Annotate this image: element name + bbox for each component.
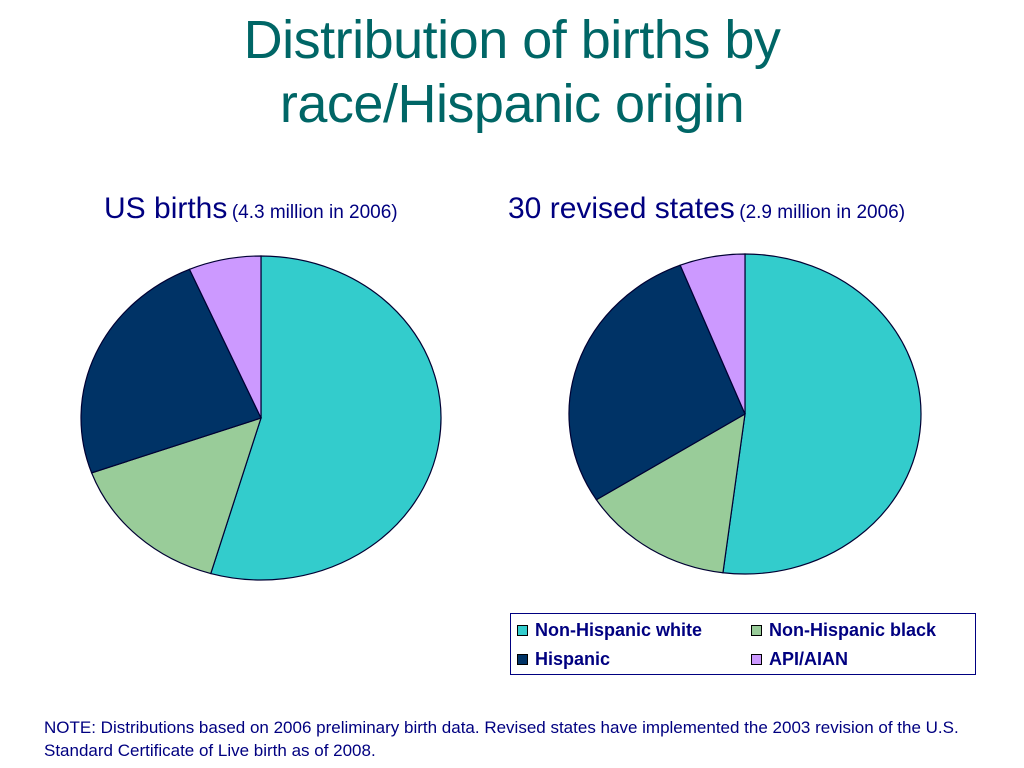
legend-swatch xyxy=(517,625,528,636)
legend-item-hispanic: Hispanic xyxy=(517,649,610,670)
revised-states-title: 30 revised states xyxy=(508,192,735,225)
pie-slice-non-hispanic-black xyxy=(595,412,746,574)
legend-swatch xyxy=(517,654,528,665)
legend-label: Non-Hispanic white xyxy=(535,620,703,640)
legend: Non-Hispanic white Non-Hispanic black Hi… xyxy=(510,613,976,675)
pie-slice-api-aian xyxy=(188,255,262,419)
pie-slice-non-hispanic-white xyxy=(722,253,922,575)
us-births-title: US births xyxy=(104,192,228,225)
pie-slice-hispanic xyxy=(568,264,746,501)
footnote: NOTE: Distributions based on 2006 prelim… xyxy=(44,718,959,760)
revised-states-heading: 30 revised states (2.9 million in 2006) xyxy=(508,192,905,226)
legend-swatch xyxy=(751,654,762,665)
title-line-2: race/Hispanic origin xyxy=(279,74,745,134)
legend-item-api-aian: API/AIAN xyxy=(751,649,848,670)
pie-slice-non-hispanic-white xyxy=(210,255,442,581)
pie-slice-api-aian xyxy=(679,253,746,415)
us-births-subtitle: (4.3 million in 2006) xyxy=(231,202,398,223)
legend-label: Hispanic xyxy=(535,649,611,669)
pie-slice-hispanic xyxy=(80,268,262,474)
legend-item-non-hispanic-white: Non-Hispanic white xyxy=(517,620,702,641)
legend-label: API/AIAN xyxy=(769,649,849,669)
us-births-pie-chart xyxy=(80,255,442,581)
us-births-heading: US births (4.3 million in 2006) xyxy=(104,192,398,226)
title-line-1: Distribution of births by xyxy=(243,10,781,70)
legend-label: Non-Hispanic black xyxy=(769,620,937,640)
revised-states-pie-chart xyxy=(568,253,922,575)
pie-slice-non-hispanic-black xyxy=(90,417,262,575)
legend-swatch xyxy=(751,625,762,636)
page-title: Distribution of births by race/Hispanic … xyxy=(0,8,1024,136)
revised-states-subtitle: (2.9 million in 2006) xyxy=(739,202,906,223)
legend-item-non-hispanic-black: Non-Hispanic black xyxy=(751,620,936,641)
